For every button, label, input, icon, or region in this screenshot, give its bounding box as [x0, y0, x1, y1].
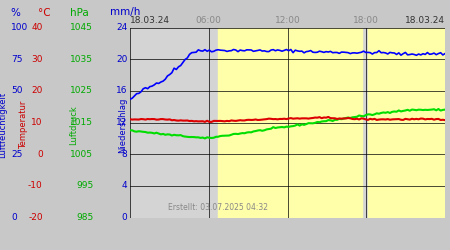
- Text: 75: 75: [11, 55, 23, 64]
- Text: 12: 12: [116, 118, 127, 127]
- Bar: [368, 28, 445, 218]
- Text: 1015: 1015: [70, 118, 93, 127]
- Text: 18.03.24: 18.03.24: [130, 16, 170, 25]
- Text: Luftfeuchtigkeit: Luftfeuchtigkeit: [0, 92, 7, 158]
- Text: %: %: [10, 8, 20, 18]
- Text: 24: 24: [116, 23, 127, 32]
- Text: Niederschlag: Niederschlag: [118, 97, 127, 153]
- Text: 0: 0: [37, 150, 43, 159]
- Text: 18.03.24: 18.03.24: [405, 16, 445, 25]
- Text: 0: 0: [11, 213, 17, 222]
- Text: 18:00: 18:00: [353, 16, 379, 25]
- Text: 06:00: 06:00: [196, 16, 222, 25]
- Text: 50: 50: [11, 86, 23, 95]
- Text: 10: 10: [31, 118, 43, 127]
- Text: 25: 25: [11, 150, 22, 159]
- Text: 16: 16: [116, 86, 127, 95]
- Text: 8: 8: [122, 150, 127, 159]
- Text: Erstellt: 03.07.2025 04:32: Erstellt: 03.07.2025 04:32: [168, 203, 268, 212]
- Text: 100: 100: [11, 23, 28, 32]
- Text: 12:00: 12:00: [274, 16, 301, 25]
- Text: 1045: 1045: [70, 23, 93, 32]
- Text: 1025: 1025: [70, 86, 93, 95]
- Text: 1005: 1005: [70, 150, 93, 159]
- Text: hPa: hPa: [70, 8, 89, 18]
- Text: Luftdruck: Luftdruck: [69, 105, 78, 145]
- Text: 1035: 1035: [70, 55, 93, 64]
- Text: -10: -10: [28, 181, 43, 190]
- Text: 40: 40: [32, 23, 43, 32]
- Text: 995: 995: [76, 181, 93, 190]
- Text: Temperatur: Temperatur: [19, 101, 28, 149]
- Bar: [218, 28, 362, 218]
- Text: mm/h: mm/h: [110, 8, 140, 18]
- Text: 985: 985: [76, 213, 93, 222]
- Text: 20: 20: [116, 55, 127, 64]
- Text: °C: °C: [38, 8, 51, 18]
- Text: 4: 4: [122, 181, 127, 190]
- Text: -20: -20: [28, 213, 43, 222]
- Text: 30: 30: [31, 55, 43, 64]
- Text: 0: 0: [122, 213, 127, 222]
- Text: 20: 20: [32, 86, 43, 95]
